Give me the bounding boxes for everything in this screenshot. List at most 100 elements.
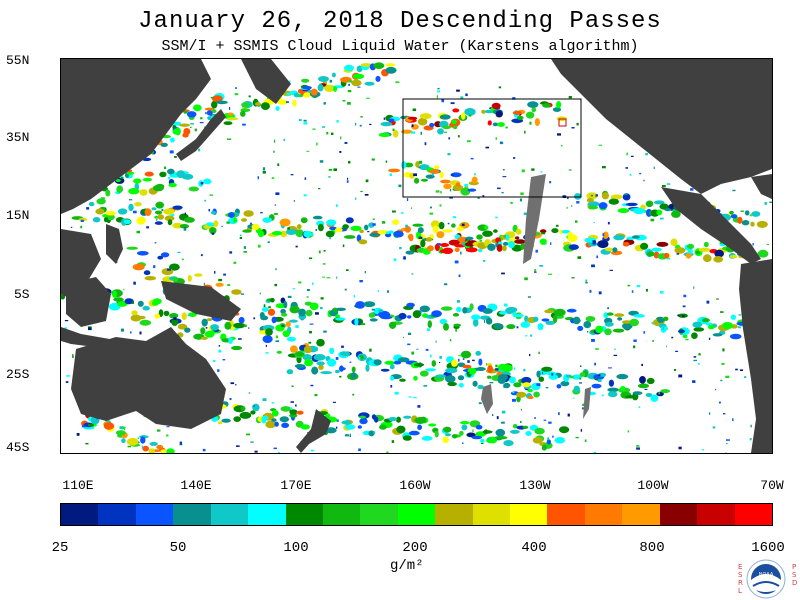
cloud-cell [632, 235, 640, 239]
cloud-speck [136, 230, 140, 234]
cloud-cell [139, 189, 148, 196]
cloud-cell [481, 109, 486, 114]
cloud-speck [199, 122, 204, 124]
cloud-cell [95, 208, 105, 215]
cloud-speck [398, 184, 402, 188]
cloud-cell [751, 211, 761, 217]
cloud-cell [240, 406, 246, 411]
cloud-cell [163, 310, 170, 317]
cloud-speck [568, 169, 572, 171]
cloud-cell [289, 409, 298, 415]
cloud-speck [405, 224, 408, 228]
cloud-cell [541, 318, 550, 322]
land-north-america [551, 59, 772, 194]
cloud-speck [573, 397, 575, 399]
cloud-liquid-water-map [60, 58, 773, 454]
cloud-cell [157, 214, 164, 220]
cloud-cell [173, 121, 182, 126]
land-indochina [61, 229, 101, 299]
cloud-cell [439, 114, 451, 120]
cloud-cell [369, 318, 378, 322]
cloud-speck [146, 226, 149, 229]
cloud-cell [290, 345, 298, 353]
cloud-speck [364, 194, 369, 196]
cloud-cell [650, 394, 659, 402]
cloud-cell [344, 64, 354, 72]
cloud-speck [170, 214, 175, 216]
cloud-speck [658, 392, 661, 395]
cloud-cell [472, 318, 479, 327]
cloud-cell [351, 366, 356, 373]
cloud-cell [227, 112, 234, 116]
cloud-speck [328, 176, 331, 178]
cloud-cell [434, 430, 439, 438]
cloud-cell [622, 241, 630, 247]
cloud-cell [206, 318, 213, 322]
cloud-speck [394, 391, 399, 395]
cloud-speck [551, 373, 554, 376]
cloud-speck [418, 166, 421, 169]
cloud-cell [160, 252, 170, 258]
cloud-cell [407, 116, 418, 120]
cloud-cell [460, 421, 470, 425]
cloud-cell [432, 225, 439, 234]
cloud-speck [482, 195, 485, 197]
cloud-speck [558, 412, 560, 416]
cloud-cell [379, 424, 387, 430]
cloud-speck [248, 327, 250, 329]
cloud-cell [586, 198, 594, 203]
cloud-cell [403, 415, 412, 419]
cloud-speck [235, 384, 237, 386]
cloud-cell [487, 375, 492, 379]
cloud-speck [290, 401, 294, 403]
cloud-speck [726, 439, 730, 441]
cloud-speck [499, 141, 503, 144]
cloud-cell [228, 212, 235, 218]
cloud-speck [578, 382, 583, 384]
cloud-speck [478, 402, 482, 405]
cloud-cell [124, 298, 134, 305]
cloud-cell [294, 364, 306, 369]
cloud-cell [501, 364, 513, 372]
cloud-speck [481, 443, 484, 444]
cloud-cell [692, 321, 702, 328]
cloud-cell [401, 161, 407, 169]
cloud-speck [685, 338, 689, 341]
cloud-cell [632, 391, 643, 395]
cloud-speck [275, 192, 280, 195]
cloud-speck [164, 166, 167, 170]
cloud-cell [693, 327, 705, 332]
lon-label-110e: 110E [62, 478, 94, 493]
cloud-speck [514, 367, 516, 370]
cloud-speck [204, 199, 207, 202]
cloud-cell [183, 110, 188, 114]
cloud-speck [744, 376, 747, 378]
cloud-speck [458, 135, 460, 138]
cloud-speck [591, 264, 595, 268]
cloud-speck [263, 304, 266, 308]
cloud-cell [448, 239, 460, 246]
cloud-speck [769, 201, 772, 203]
cloud-cell [318, 76, 329, 82]
cloud-cell [622, 322, 633, 330]
cloud-cell [155, 201, 164, 209]
cloud-speck [450, 174, 454, 176]
cloud-speck [190, 123, 194, 125]
cloud-speck [458, 355, 462, 357]
cloud-speck [194, 128, 197, 132]
no-data-swath [481, 174, 591, 419]
cloud-cell [149, 441, 158, 446]
cloud-speck [580, 365, 582, 367]
cloud-cell [682, 334, 688, 339]
cloud-cell [211, 100, 218, 109]
cloud-speck [472, 359, 475, 362]
cloud-cell [487, 120, 492, 126]
cloud-speck [383, 117, 385, 120]
cloud-speck [738, 314, 742, 316]
cloud-speck [523, 368, 526, 372]
cloud-speck [303, 194, 307, 197]
cloud-cell [527, 388, 533, 393]
cloud-speck [555, 224, 559, 227]
cloud-cell [240, 110, 246, 117]
cloud-speck [407, 332, 412, 335]
